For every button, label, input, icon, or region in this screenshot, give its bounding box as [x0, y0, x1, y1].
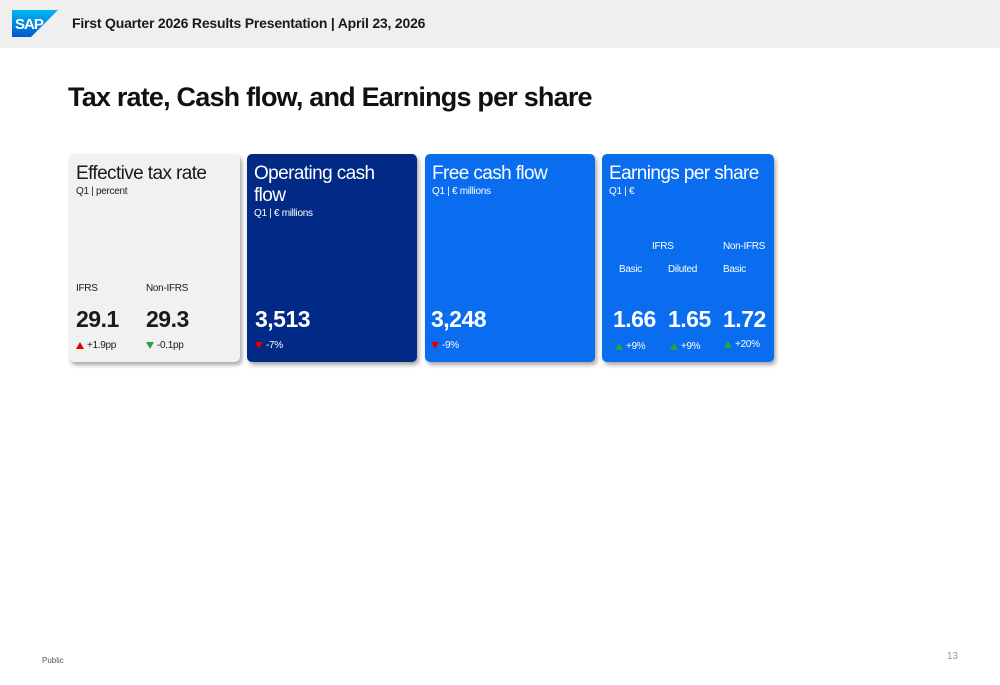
ifrs-tax-change: +1.9pp	[76, 340, 116, 351]
change-text: +20%	[735, 339, 760, 350]
eps-non-ifrs-basic-change: +20%	[724, 339, 760, 350]
free-cash-flow-card: Free cash flow Q1 | € millions 3,248 -9%	[425, 154, 595, 362]
earnings-per-share-card: Earnings per share Q1 | € IFRS Non-IFRS …	[602, 154, 774, 362]
page-number: 13	[947, 651, 959, 662]
down-arrow-icon	[255, 342, 263, 349]
down-arrow-icon	[431, 342, 439, 349]
eps-ifrs-diluted-change: +9%	[670, 341, 701, 352]
card-title: Effective tax rate	[76, 163, 207, 184]
operating-cash-flow-card: Operating cash flow Q1 | € millions 3,51…	[247, 154, 417, 362]
change-text: +1.9pp	[87, 340, 117, 351]
page-title: Tax rate, Cash flow, and Earnings per sh…	[68, 82, 593, 112]
up-arrow-icon	[670, 343, 678, 350]
operating-cash-flow-change: -7%	[255, 340, 283, 351]
non-ifrs-tax-value: 29.3	[146, 306, 189, 332]
non-ifrs-tax-change: -0.1pp	[146, 340, 184, 351]
change-text: -9%	[442, 340, 459, 351]
down-arrow-icon	[146, 342, 154, 349]
card-title: Operating cash flow	[254, 163, 375, 206]
eps-ifrs-label: IFRS	[652, 241, 674, 252]
effective-tax-rate-card: Effective tax rate Q1 | percent IFRS Non…	[69, 154, 240, 362]
card-subtitle: Q1 | percent	[76, 186, 128, 197]
card-subtitle: Q1 | €	[609, 186, 635, 197]
change-text: -0.1pp	[157, 340, 184, 351]
classification-label: Public	[42, 656, 64, 665]
header-bar: SAP First Quarter 2026 Results Presentat…	[0, 0, 1000, 48]
eps-non-ifrs-basic-value: 1.72	[723, 306, 766, 332]
card-title: Free cash flow	[432, 163, 548, 184]
up-arrow-icon	[615, 343, 623, 350]
free-cash-flow-value: 3,248	[431, 306, 487, 332]
sap-logo: SAP	[12, 10, 58, 37]
change-text: +9%	[681, 341, 701, 352]
eps-non-ifrs-label: Non-IFRS	[723, 241, 766, 252]
operating-cash-flow-value: 3,513	[255, 306, 311, 332]
presentation-title: First Quarter 2026 Results Presentation …	[72, 15, 426, 31]
non-ifrs-label: Non-IFRS	[146, 283, 189, 294]
eps-ifrs-basic-value: 1.66	[613, 306, 656, 332]
eps-non-ifrs-basic-label: Basic	[723, 264, 746, 275]
ifrs-tax-value: 29.1	[76, 306, 119, 332]
card-title: Earnings per share	[609, 163, 759, 184]
eps-ifrs-diluted-value: 1.65	[668, 306, 711, 332]
change-text: +9%	[626, 341, 646, 352]
up-arrow-icon	[76, 342, 84, 349]
eps-basic-label: Basic	[619, 264, 642, 275]
card-subtitle: Q1 | € millions	[254, 208, 313, 219]
card-subtitle: Q1 | € millions	[432, 186, 491, 197]
ifrs-label: IFRS	[76, 283, 98, 294]
change-text: -7%	[266, 340, 283, 351]
up-arrow-icon	[724, 341, 732, 348]
sap-logo-text: SAP	[15, 16, 44, 33]
free-cash-flow-change: -9%	[431, 340, 459, 351]
eps-ifrs-basic-change: +9%	[615, 341, 646, 352]
eps-diluted-label: Diluted	[668, 264, 698, 275]
